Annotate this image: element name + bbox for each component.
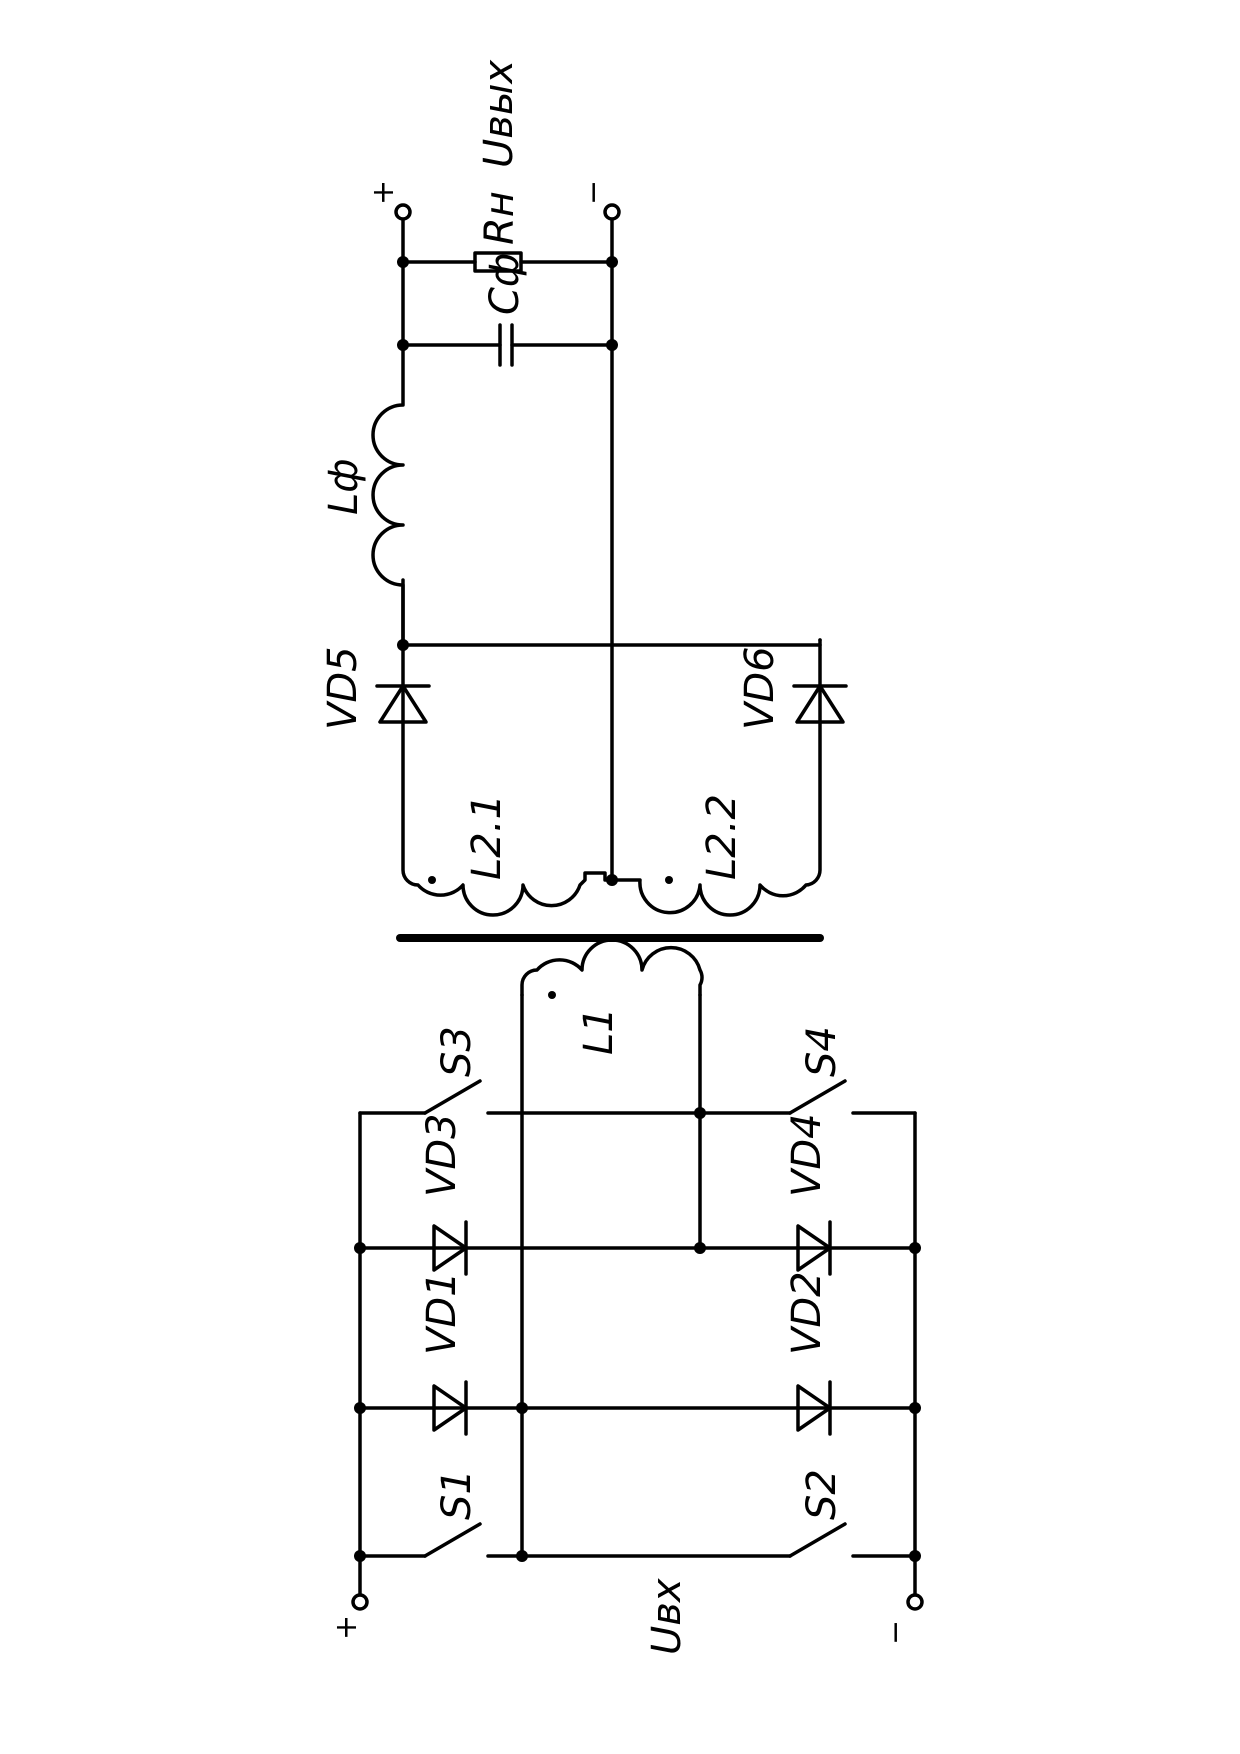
input-minus-sign: − <box>878 1620 913 1645</box>
diode-vd6-label: VD6 <box>737 646 783 730</box>
diode-vd5 <box>375 684 431 724</box>
switch-s1-blade <box>423 1522 482 1558</box>
output-voltage-label: Uвых <box>476 60 522 168</box>
diode-vd4 <box>796 1220 832 1276</box>
output-rectifier <box>371 203 848 917</box>
output-plus-terminal <box>394 203 412 221</box>
switch-s4-blade <box>788 1079 847 1115</box>
switch-s2-label: S2 <box>799 1469 845 1520</box>
input-plus-sign: + <box>329 1615 364 1640</box>
input-voltage-label: Uвх <box>644 1578 690 1655</box>
switch-s4-label: S4 <box>799 1026 845 1077</box>
winding-l21-label: L2.1 <box>464 794 510 880</box>
winding-l1-label: L1 <box>576 1007 622 1055</box>
diode-vd3-label: VD3 <box>419 1113 465 1197</box>
diode-vd3 <box>432 1220 468 1276</box>
output-plus-sign: + <box>366 180 401 205</box>
diode-vd2 <box>796 1380 832 1436</box>
output-minus-terminal <box>603 203 621 221</box>
input-bridge <box>351 993 924 1611</box>
switch-s1-label: S1 <box>434 1469 480 1520</box>
diode-vd1 <box>432 1380 468 1436</box>
output-minus-sign: − <box>576 180 611 205</box>
load-resistor-label: Rн <box>477 191 523 245</box>
diode-vd4-label: VD4 <box>784 1113 830 1197</box>
input-minus-terminal <box>906 1593 924 1611</box>
filter-inductor-label: Lф <box>321 459 367 515</box>
switch-s3-blade <box>423 1079 482 1115</box>
labels: Uвх + − S1 S2 S3 S4 VD1 VD2 VD3 VD4 VD5 … <box>320 60 913 1655</box>
diode-vd1-label: VD1 <box>419 1271 465 1355</box>
winding-l22-label: L2.2 <box>699 794 745 880</box>
diode-vd2-label: VD2 <box>784 1271 830 1355</box>
switch-s2-blade <box>788 1522 847 1558</box>
filter-capacitor-label: Cф <box>482 253 528 315</box>
input-plus-terminal <box>351 1593 369 1611</box>
switch-s3-label: S3 <box>434 1026 480 1077</box>
diode-vd6 <box>792 684 848 724</box>
diode-vd5-label: VD5 <box>320 646 366 730</box>
primary-winding-l1 <box>520 938 704 999</box>
